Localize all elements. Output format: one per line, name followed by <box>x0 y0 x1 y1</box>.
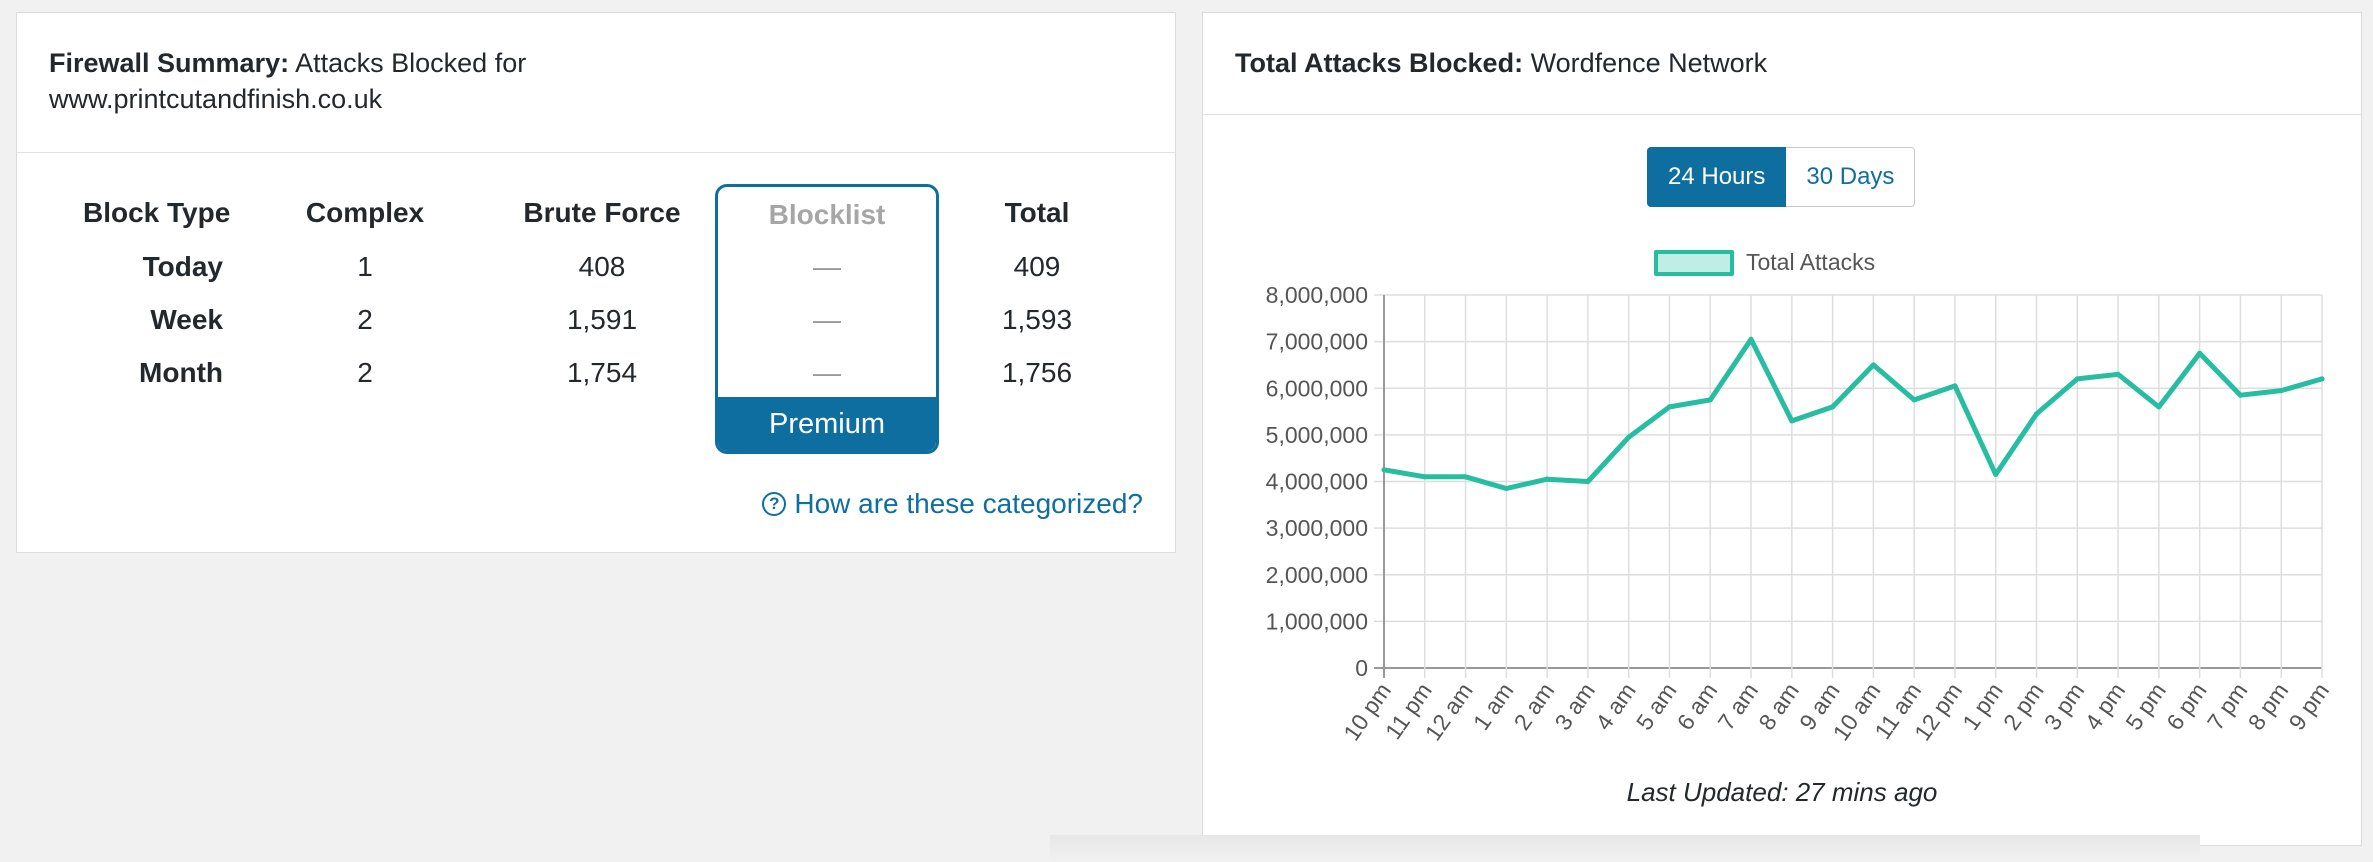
y-tick-label: 8,000,000 <box>1266 282 1368 308</box>
row-label-week: Week <box>150 304 223 335</box>
x-tick-label: 7 am <box>1713 678 1764 735</box>
y-tick-label: 3,000,000 <box>1266 515 1368 541</box>
data-point <box>1381 467 1387 473</box>
data-point <box>2156 404 2162 410</box>
data-point <box>2115 371 2121 377</box>
data-point <box>1585 479 1591 484</box>
column-header-block-type: Block Type <box>83 197 231 228</box>
data-point <box>2034 411 2040 417</box>
x-tick-label: 8 am <box>1753 678 1804 735</box>
column-header-complex: Complex <box>305 197 425 228</box>
data-point <box>2319 376 2325 382</box>
30-days-button[interactable]: 30 Days <box>1786 147 1916 207</box>
y-tick-label: 6,000,000 <box>1266 375 1368 401</box>
firewall-summary-title-bold: Firewall Summary: <box>49 48 290 78</box>
y-tick-label: 0 <box>1355 655 1368 681</box>
legend-label: Total Attacks <box>1746 249 1876 275</box>
x-tick-label: 3 pm <box>2039 678 2090 735</box>
data-point <box>1422 474 1428 480</box>
how-categorized-link[interactable]: ? How are these categorized? <box>762 486 1143 522</box>
blocklist-premium-box: Premium <box>715 184 939 454</box>
x-tick-label: 9 pm <box>2283 678 2334 735</box>
y-tick-label: 4,000,000 <box>1266 469 1368 495</box>
week-brute-force-value: 1,591 <box>566 304 638 335</box>
data-point <box>2197 350 2203 356</box>
y-tick-label: 7,000,000 <box>1266 329 1368 355</box>
month-blocklist-value: — <box>813 357 841 388</box>
24-hours-button[interactable]: 24 Hours <box>1647 147 1787 207</box>
x-tick-label: 4 pm <box>2080 678 2131 735</box>
firewall-summary-title: Firewall Summary: Attacks Blocked for ww… <box>49 45 609 117</box>
data-point <box>1707 397 1713 403</box>
x-tick-label: 5 pm <box>2120 678 2171 735</box>
week-total-value: 1,593 <box>1001 304 1073 335</box>
network-attacks-title: Total Attacks Blocked: Wordfence Network <box>1235 45 2361 81</box>
y-tick-label: 2,000,000 <box>1266 562 1368 588</box>
firewall-summary-title-text: Attacks Blocked for www.printcutandfinis… <box>49 48 527 114</box>
x-tick-label: 5 am <box>1631 678 1682 735</box>
data-point <box>1748 336 1754 342</box>
data-point <box>1911 397 1917 403</box>
row-label-month: Month <box>139 357 223 388</box>
x-tick-label: 6 pm <box>2161 678 2212 735</box>
data-point <box>1544 476 1550 482</box>
network-attacks-header: Total Attacks Blocked: Wordfence Network <box>1203 13 2361 115</box>
month-complex-value: 2 <box>357 357 373 388</box>
x-tick-label: 2 pm <box>1998 678 2049 735</box>
y-tick-label: 1,000,000 <box>1266 608 1368 634</box>
row-label-today: Today <box>142 251 223 282</box>
last-updated-text: Last Updated: 27 mins ago <box>1626 777 1938 807</box>
x-tick-label: 4 am <box>1590 678 1641 735</box>
network-attacks-title-bold: Total Attacks Blocked: <box>1235 48 1524 78</box>
data-point <box>2074 376 2080 382</box>
page-bottom-shadow <box>1050 835 2200 862</box>
data-point <box>1503 485 1509 491</box>
x-tick-label: 1 pm <box>1957 678 2008 735</box>
network-attacks-card: Total Attacks Blocked: Wordfence Network… <box>1202 12 2362 846</box>
month-brute-force-value: 1,754 <box>566 357 638 388</box>
chart-legend[interactable]: Total Attacks <box>1654 249 1875 276</box>
today-brute-force-value: 408 <box>578 251 626 282</box>
network-attacks-title-text: Wordfence Network <box>1530 48 1768 78</box>
firewall-summary-header: Firewall Summary: Attacks Blocked for ww… <box>17 13 1175 153</box>
data-point <box>1870 362 1876 368</box>
data-point <box>1830 404 1836 410</box>
data-point <box>1626 434 1632 440</box>
data-point <box>1952 383 1958 389</box>
x-tick-label: 8 pm <box>2243 678 2294 735</box>
data-point <box>1666 404 1672 410</box>
today-complex-value: 1 <box>357 251 373 282</box>
data-point <box>1789 418 1795 424</box>
question-circle-icon: ? <box>762 492 787 516</box>
x-tick-label: 1 am <box>1468 678 1519 735</box>
column-header-total: Total <box>1004 197 1070 228</box>
x-tick-label: 2 am <box>1509 678 1560 735</box>
data-point <box>1993 472 1999 478</box>
legend-swatch <box>1654 249 1734 276</box>
firewall-summary-card: Firewall Summary: Attacks Blocked for ww… <box>16 12 1176 553</box>
total-attacks-series-line <box>1381 336 2325 491</box>
month-total-value: 1,756 <box>1001 357 1073 388</box>
data-point <box>2237 392 2243 398</box>
y-tick-label: 5,000,000 <box>1266 422 1368 448</box>
x-tick-label: 7 pm <box>2202 678 2253 735</box>
data-point <box>2278 388 2284 394</box>
attacks-line-chart: 8,000,000 7,000,000 6,000,000 5,000,000 4,00… <box>1266 282 2334 745</box>
column-header-blocklist: Blocklist <box>768 199 886 230</box>
column-header-brute-force: Brute Force <box>523 197 681 228</box>
x-tick-label: 6 am <box>1672 678 1723 735</box>
week-complex-value: 2 <box>357 304 373 335</box>
today-total-value: 409 <box>1013 251 1061 282</box>
time-range-toggle: 24 Hours 30 Days <box>1647 147 1916 207</box>
premium-button[interactable]: Premium <box>718 397 936 451</box>
how-categorized-link-text: How are these categorized? <box>794 488 1143 519</box>
x-tick-label: 3 am <box>1549 678 1600 735</box>
data-point <box>1463 474 1469 480</box>
today-blocklist-value: — <box>813 251 841 282</box>
week-blocklist-value: — <box>813 304 841 335</box>
